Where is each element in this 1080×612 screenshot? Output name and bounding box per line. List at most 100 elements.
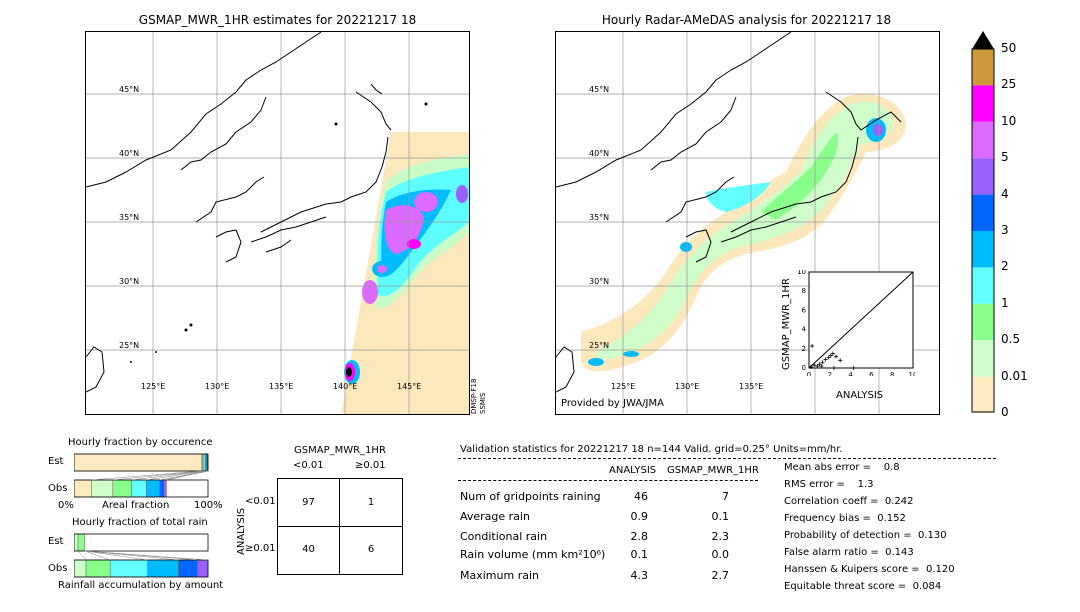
colorbar-label: 5 <box>1001 150 1009 165</box>
right-lat-45: 45°N <box>589 85 609 94</box>
left-lon-125: 125°E <box>141 382 165 391</box>
colorbar-extend <box>972 31 994 49</box>
contingency-row-0: <0.01 <box>245 496 276 507</box>
score-line: RMS error = 1.3 <box>784 479 874 490</box>
fraction-segment <box>146 479 161 498</box>
total-title: Hourly fraction of total rain <box>72 517 208 528</box>
inset-ytick: 6 <box>802 306 807 314</box>
sensor-line-2: SSMIS <box>479 392 487 414</box>
fraction-connector <box>77 550 87 561</box>
analysis-hokkaido2 <box>873 124 883 136</box>
colorbar-segment <box>972 49 994 86</box>
occurrence-obs-label: Obs <box>48 483 68 494</box>
fraction-segment <box>73 559 87 578</box>
left-map-title: GSMAP_MWR_1HR estimates for 20221217 18 <box>138 13 417 27</box>
inset-xtick: 4 <box>848 371 853 376</box>
fraction-bar-frame <box>73 479 209 498</box>
left-lat-25: 25°N <box>119 341 139 350</box>
scatter-point <box>830 351 835 356</box>
scatter-point <box>851 366 856 370</box>
rain-south1b <box>377 265 387 273</box>
contingency-title: GSMAP_MWR_1HR <box>294 445 386 456</box>
inset-xtick: 0 <box>807 371 811 376</box>
right-lat-35: 35°N <box>589 213 609 222</box>
validation-row-label: Rain volume (mm km²10⁶) <box>460 548 606 561</box>
fraction-segment <box>163 479 167 498</box>
inset-xlabel: ANALYSIS <box>836 390 884 401</box>
validation-row-label: Num of gridpoints raining <box>460 490 601 503</box>
occurrence-est-label: Est <box>48 456 64 467</box>
inset-ytick: 4 <box>802 326 807 334</box>
right-lon-125: 125°E <box>611 382 635 391</box>
fraction-connector <box>131 470 205 481</box>
colorbar-label: 10 <box>1001 113 1017 128</box>
fraction-connector <box>84 550 111 561</box>
analysis-south2 <box>623 351 639 357</box>
colorbar-segment <box>972 303 994 341</box>
analysis-south <box>588 358 604 366</box>
score-line: Correlation coeff = 0.242 <box>784 496 914 507</box>
colorbar-segment <box>972 376 994 413</box>
score-line: Equitable threat score = 0.084 <box>784 581 942 592</box>
analysis-1mm <box>706 182 771 212</box>
occurrence-axis-left: 0% <box>58 500 74 511</box>
validation-row-analysis: 4.3 <box>630 569 649 582</box>
validation-header-rule <box>458 458 996 459</box>
left-lon-labels: 125°E 130°E 135°E 140°E 145°E <box>141 382 421 391</box>
fraction-segment <box>85 559 111 578</box>
fraction-segment <box>73 453 202 472</box>
right-lat-labels: 45°N 40°N 35°N 30°N 25°N <box>589 85 609 350</box>
contingency-row-1: ≥0.01 <box>245 543 276 554</box>
colorbar-segment <box>972 158 994 195</box>
fraction-bar-frame <box>73 453 209 472</box>
left-islands <box>130 102 428 363</box>
left-lon-145: 145°E <box>397 382 421 391</box>
scatter-point <box>820 360 825 365</box>
fraction-segment <box>109 559 148 578</box>
validation-row-analysis: 46 <box>634 490 648 503</box>
rain-e <box>456 185 468 203</box>
colorbar-label: 0.01 <box>1001 368 1028 383</box>
scatter-point <box>831 366 836 370</box>
fraction-connector <box>84 550 148 561</box>
left-map-canvas: 45°N 40°N 35°N 30°N 25°N 125°E 130°E 135… <box>86 32 469 414</box>
validation-row-analysis: 0.1 <box>630 548 649 561</box>
fraction-connector <box>112 470 203 481</box>
validation-row-analysis: 2.8 <box>630 530 649 543</box>
inset-ylabel: GSMAP_MWR_1HR <box>781 278 792 370</box>
colorbar-segment <box>972 121 994 159</box>
right-lat-25: 25°N <box>589 341 609 350</box>
inset-xtick: 8 <box>890 371 894 376</box>
colorbar-label: 1 <box>1001 295 1009 310</box>
contingency-cell-01: 1 <box>367 497 375 508</box>
scatter-point <box>826 355 831 360</box>
fraction-segment <box>91 479 114 498</box>
inset-ytick: 2 <box>802 345 806 353</box>
scatter-point <box>828 353 833 358</box>
occurrence-bars <box>73 453 209 498</box>
right-coastline <box>556 32 902 393</box>
fraction-segment <box>73 479 92 498</box>
score-line: Probability of detection = 0.130 <box>784 530 947 541</box>
analysis-kyushu <box>680 242 692 252</box>
left-coastline <box>86 32 392 393</box>
left-map: 45°N 40°N 35°N 30°N 25°N 125°E 130°E 135… <box>85 31 470 415</box>
right-map: 45°N 40°N 35°N 30°N 25°N 125°E 130°E 135… <box>555 31 940 415</box>
contingency-col-0: <0.01 <box>293 460 324 471</box>
fraction-connector <box>91 470 202 481</box>
colorbar-segment <box>972 340 994 377</box>
fraction-segment <box>73 533 79 552</box>
left-lon-135: 135°E <box>269 382 293 391</box>
left-lon-130: 130°E <box>205 382 229 391</box>
scatter-point <box>810 343 815 348</box>
colorbar-svg <box>971 31 995 413</box>
contingency-cell-10: 40 <box>302 544 315 555</box>
total-obs-label: Obs <box>48 563 68 574</box>
contingency-col-1: ≥0.01 <box>355 460 386 471</box>
contingency-cell-11: 6 <box>367 544 375 555</box>
contingency-cell-00: 97 <box>302 497 315 508</box>
rain-ne <box>414 192 438 212</box>
inset-ytick: 8 <box>802 287 806 295</box>
rain-south3c <box>346 367 352 377</box>
inset-scatter: 00 2 2 4 4 6 6 8 8 10 10 <box>789 268 917 379</box>
